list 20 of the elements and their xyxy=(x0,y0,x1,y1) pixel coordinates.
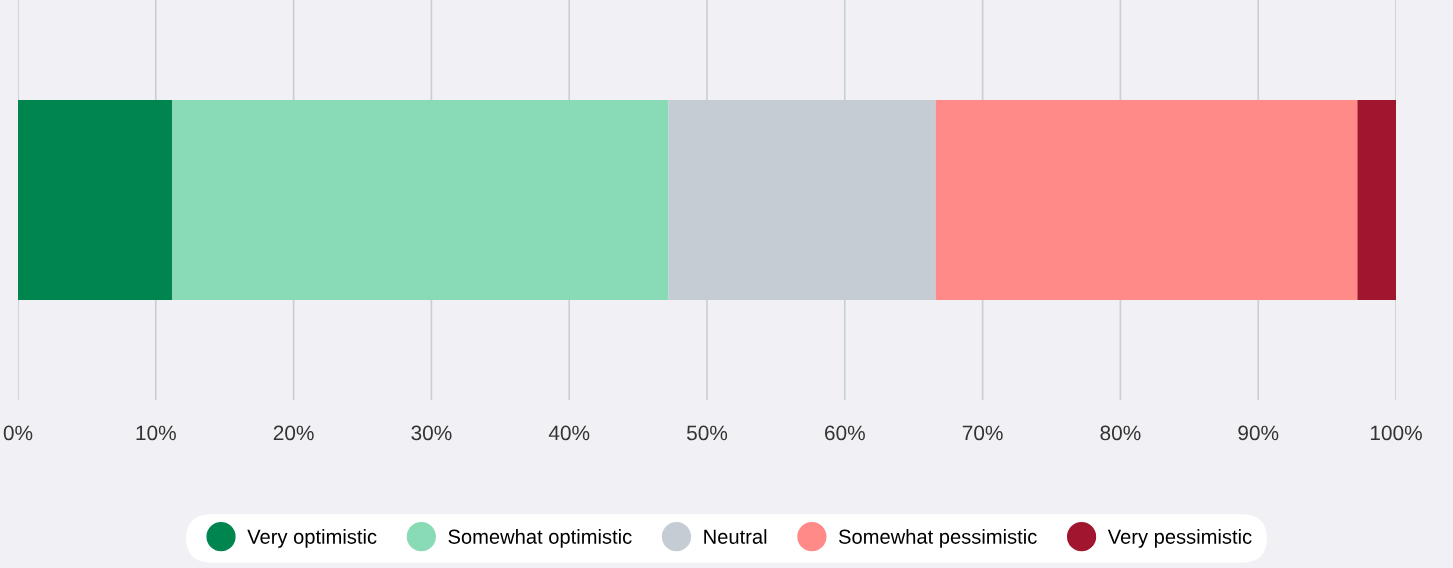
x-tick-label: 30% xyxy=(411,425,452,441)
legend-label: Somewhat pessimistic xyxy=(838,529,1037,548)
x-tick-label: 70% xyxy=(962,425,1003,441)
legend-label: Very optimistic xyxy=(247,529,377,548)
bar xyxy=(1357,100,1396,300)
bar xyxy=(935,100,1358,300)
x-tick-label: 0% xyxy=(3,425,33,441)
x-tick-label: 60% xyxy=(825,425,865,441)
x-tick-label: 20% xyxy=(273,425,314,441)
x-tick-label: 80% xyxy=(1100,425,1141,441)
x-tick-label: 50% xyxy=(686,425,728,441)
x-tick-label: 10% xyxy=(136,425,176,441)
bar xyxy=(18,100,173,300)
x-tick-label: 90% xyxy=(1238,425,1279,441)
x-tick-label: 100% xyxy=(1370,425,1422,441)
legend-label: Very pessimistic xyxy=(1107,529,1252,548)
legend-label: Somewhat optimistic xyxy=(448,529,632,548)
bar xyxy=(172,100,669,300)
x-tick-label: 40% xyxy=(548,425,590,441)
legend-label: Neutral xyxy=(704,529,767,544)
